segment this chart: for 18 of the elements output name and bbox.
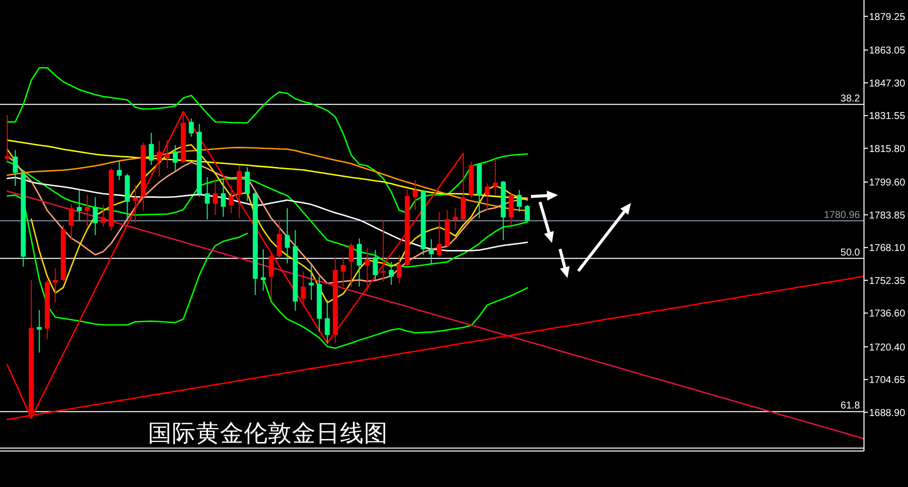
text: 国际黄金伦敦金日线图 [148,419,388,447]
y-tick-label: 1847.30 [869,78,906,90]
y-tick-label: 1815.80 [869,144,906,155]
y-tick-label: 1752.35 [869,276,906,287]
annotation: 61.8 [840,400,860,412]
y-tick-label: 1768.10 [869,243,906,254]
y-tick-label: 1831.55 [869,111,906,122]
y-tick-label: 1863.05 [869,46,906,57]
ref-line-label: 1780.96 [824,210,860,221]
y-tick-label: 1736.60 [869,308,906,320]
annotation: 38.2 [840,93,860,104]
annotation: 50.0 [840,247,860,258]
y-tick-label: 1720.40 [869,342,906,354]
y-tick-label: 1704.65 [869,375,906,386]
y-tick-label: 1688.90 [869,408,906,419]
y-tick-label: 1879.25 [869,12,906,23]
y-tick-label: 1783.85 [869,210,906,222]
y-tick-label: 1799.60 [869,178,906,189]
